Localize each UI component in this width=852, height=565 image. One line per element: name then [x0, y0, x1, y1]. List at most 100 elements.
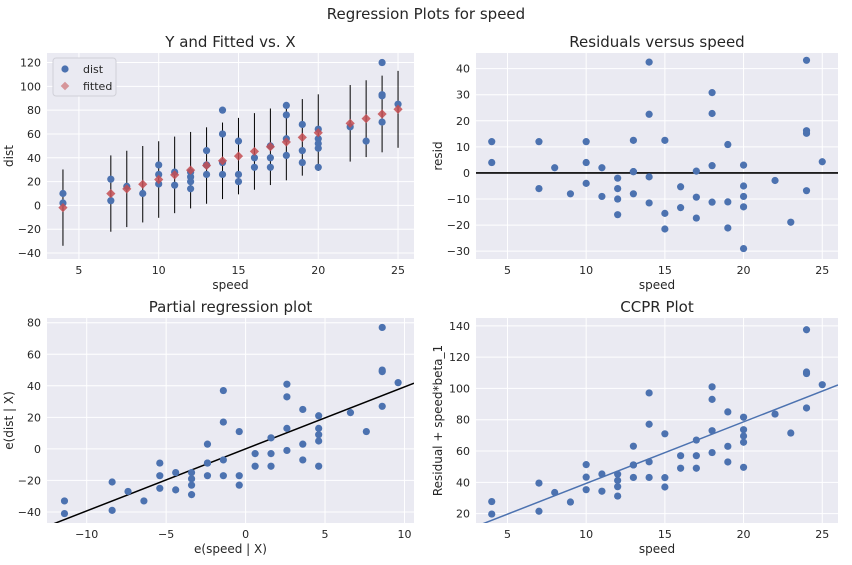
- data-point: [394, 379, 402, 387]
- data-point: [362, 427, 370, 436]
- data-point: [155, 170, 163, 179]
- data-point: [108, 506, 116, 514]
- data-point: [107, 197, 115, 205]
- data-point: [187, 491, 196, 499]
- data-point: [488, 510, 496, 518]
- data-point: [708, 383, 716, 391]
- data-point: [629, 461, 637, 469]
- fitted-point: [297, 132, 307, 142]
- x-tick-label: −5: [158, 528, 174, 541]
- x-tick-label: 5: [75, 264, 82, 277]
- x-tick-label: 25: [391, 264, 405, 277]
- data-point: [298, 120, 306, 129]
- data-point: [488, 158, 496, 167]
- data-point: [187, 185, 195, 193]
- y-tick-label: 40: [27, 380, 41, 393]
- data-point: [677, 204, 685, 212]
- x-tick-label: 10: [397, 528, 411, 541]
- y-tick-label: 40: [456, 63, 470, 76]
- y-tick-label: 60: [456, 445, 470, 458]
- x-tick-label: 5: [504, 528, 511, 541]
- data-point: [645, 389, 653, 397]
- data-point: [219, 418, 227, 426]
- panel-title: Y and Fitted vs. X: [164, 33, 295, 51]
- data-point: [739, 244, 748, 253]
- legend-fitted-marker: [60, 81, 70, 91]
- x-axis-label: e(speed | X): [194, 542, 267, 556]
- data-point: [60, 509, 69, 518]
- data-point: [787, 429, 795, 437]
- data-point: [218, 170, 227, 179]
- data-point: [582, 486, 590, 494]
- data-point: [771, 410, 779, 418]
- data-point: [283, 424, 291, 432]
- data-point: [692, 464, 700, 472]
- data-point: [645, 458, 653, 466]
- data-point: [614, 483, 622, 491]
- data-point: [299, 440, 307, 448]
- data-point: [202, 147, 211, 155]
- x-tick-label: 0: [242, 528, 249, 541]
- data-point: [614, 174, 622, 182]
- data-point: [802, 326, 811, 334]
- x-tick-label: 15: [658, 528, 672, 541]
- data-point: [156, 484, 164, 492]
- x-tick-label: 25: [815, 264, 829, 277]
- data-point: [139, 189, 147, 198]
- data-point: [266, 154, 274, 162]
- data-point: [724, 458, 732, 466]
- data-point: [739, 432, 748, 440]
- data-point: [172, 486, 180, 494]
- data-point: [818, 381, 826, 389]
- y-tick-label: 10: [456, 141, 470, 154]
- data-point: [708, 162, 716, 170]
- legend: dist fitted: [52, 57, 117, 97]
- data-point: [645, 58, 653, 66]
- data-point: [598, 164, 606, 172]
- legend-fitted-label: fitted: [83, 80, 112, 93]
- panel-ccpr: 5 10 15 20 25 20 40 60 80 100 120 140 CCPR Plot speed…: [431, 298, 838, 556]
- y-tick-label: 40: [456, 476, 470, 489]
- data-point: [692, 436, 700, 444]
- y-tick-label: 20: [456, 115, 470, 128]
- data-point: [724, 408, 732, 416]
- data-point: [692, 452, 700, 460]
- data-point: [315, 412, 323, 420]
- data-point: [708, 448, 716, 457]
- y-tick-label: 0: [34, 199, 41, 212]
- fitted-point: [361, 114, 371, 124]
- data-point: [314, 163, 322, 171]
- data-point: [724, 224, 732, 232]
- data-point: [692, 214, 700, 222]
- x-tick-label: 5: [504, 264, 511, 277]
- y-axis-label: dist: [2, 145, 16, 167]
- data-point: [250, 154, 259, 162]
- y-tick-label: 100: [20, 80, 41, 93]
- fitted-point: [58, 203, 68, 213]
- plot-area: [476, 53, 838, 259]
- fitted-point: [249, 146, 260, 157]
- y-tick-label: −20: [447, 219, 470, 232]
- fitted-point: [217, 156, 228, 166]
- y-tick-label: 100: [449, 382, 470, 395]
- x-tick-label: 25: [815, 528, 829, 541]
- fitted-point: [345, 118, 355, 128]
- x-tick-label: 20: [311, 264, 325, 277]
- fitted-point: [201, 160, 212, 171]
- x-tick-label: 10: [579, 264, 593, 277]
- data-point: [378, 323, 386, 332]
- data-point: [124, 487, 132, 496]
- data-point: [282, 151, 290, 160]
- data-point: [629, 473, 637, 482]
- data-point: [299, 456, 307, 464]
- data-point: [378, 91, 386, 99]
- data-point: [315, 431, 323, 439]
- data-point: [598, 487, 606, 495]
- data-point: [394, 100, 402, 108]
- data-point: [802, 56, 811, 64]
- y-tick-label: 20: [456, 508, 470, 521]
- data-point: [802, 187, 811, 195]
- data-point: [629, 190, 637, 198]
- legend-dist-label: dist: [83, 63, 104, 76]
